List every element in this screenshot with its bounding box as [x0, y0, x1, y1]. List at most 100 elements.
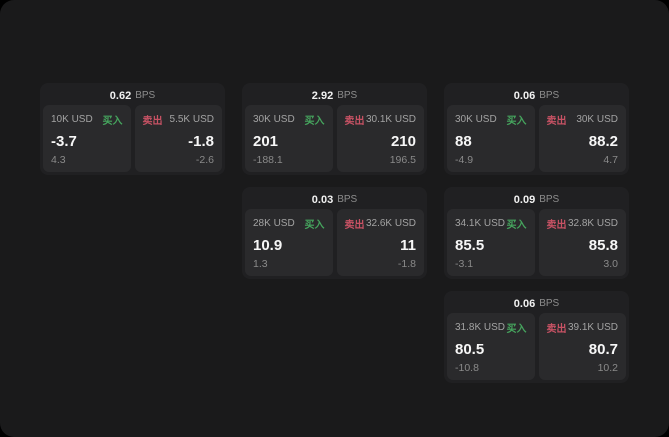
buy-tile-top-row: 34.1K USD 买入: [455, 216, 527, 231]
buy-quote-tile[interactable]: 30K USD 买入 201 -188.1: [245, 105, 333, 172]
sell-quote-tile[interactable]: 卖出 32.6K USD 11 -1.8: [336, 209, 424, 276]
quote-card: 0.06 BPS 30K USD 买入 88 -4.9 卖出 30K USD 8…: [444, 83, 629, 175]
buy-delta: -3.1: [455, 258, 474, 270]
buy-delta: 4.3: [51, 154, 66, 166]
sell-tile-top-row: 卖出 30K USD: [547, 112, 619, 127]
spread-header: 0.09 BPS: [447, 190, 626, 209]
buy-tile-top-row: 30K USD 买入: [253, 112, 325, 127]
sell-side-label: 卖出: [344, 116, 365, 127]
spread-value: 0.62: [109, 89, 132, 102]
buy-side-label: 买入: [102, 116, 123, 127]
sell-delta: 4.7: [603, 154, 618, 166]
sell-delta: 3.0: [603, 258, 618, 270]
sell-delta: -1.8: [397, 258, 416, 270]
buy-tile-top-row: 28K USD 买入: [253, 216, 325, 231]
quote-card: 2.92 BPS 30K USD 买入 201 -188.1 卖出 30.1K …: [242, 83, 427, 175]
buy-price: 88: [455, 132, 472, 150]
buy-side-label: 买入: [304, 116, 325, 127]
sell-price: 210: [390, 132, 416, 150]
spread-unit: BPS: [539, 298, 560, 309]
sell-side-label: 卖出: [142, 116, 163, 127]
spread-unit: BPS: [539, 90, 560, 101]
buy-delta: -188.1: [253, 154, 283, 166]
buy-tile-top-row: 30K USD 买入: [455, 112, 527, 127]
buy-amount: 31.8K USD: [455, 322, 506, 333]
sell-side-label: 卖出: [546, 220, 567, 231]
sell-quote-tile[interactable]: 卖出 30.1K USD 210 196.5: [336, 105, 424, 172]
sell-tile-top-row: 卖出 5.5K USD: [143, 112, 215, 127]
buy-delta: -4.9: [455, 154, 474, 166]
quote-panes: 31.8K USD 买入 80.5 -10.8 卖出 39.1K USD 80.…: [447, 313, 626, 380]
buy-price: 201: [253, 132, 279, 150]
spread-value: 0.09: [513, 193, 536, 206]
buy-amount: 28K USD: [253, 218, 295, 229]
quote-panes: 28K USD 买入 10.9 1.3 卖出 32.6K USD 11 -1.8: [245, 209, 424, 276]
buy-amount: 30K USD: [455, 114, 497, 125]
buy-price: 80.5: [455, 340, 485, 358]
buy-side-label: 买入: [304, 220, 325, 231]
sell-side-label: 卖出: [546, 116, 567, 127]
sell-delta: -2.6: [195, 154, 214, 166]
sell-amount: 5.5K USD: [169, 114, 214, 125]
buy-quote-tile[interactable]: 30K USD 买入 88 -4.9: [447, 105, 535, 172]
buy-amount: 30K USD: [253, 114, 295, 125]
sell-price: -1.8: [188, 132, 214, 150]
buy-tile-top-row: 10K USD 买入: [51, 112, 123, 127]
buy-delta: 1.3: [253, 258, 268, 270]
quote-card: 0.62 BPS 10K USD 买入 -3.7 4.3 卖出 5.5K USD…: [40, 83, 225, 175]
spread-value: 2.92: [311, 89, 334, 102]
buy-price: -3.7: [51, 132, 77, 150]
sell-price: 88.2: [588, 132, 618, 150]
sell-side-label: 卖出: [546, 324, 567, 335]
sell-quote-tile[interactable]: 卖出 39.1K USD 80.7 10.2: [538, 313, 626, 380]
sell-tile-top-row: 卖出 30.1K USD: [345, 112, 417, 127]
spread-value: 0.03: [311, 193, 334, 206]
quote-panes: 30K USD 买入 201 -188.1 卖出 30.1K USD 210 1…: [245, 105, 424, 172]
spread-header: 0.06 BPS: [447, 294, 626, 313]
sell-delta: 196.5: [389, 154, 416, 166]
spread-header: 0.62 BPS: [43, 86, 222, 105]
spread-header: 2.92 BPS: [245, 86, 424, 105]
quote-card: 0.09 BPS 34.1K USD 买入 85.5 -3.1 卖出 32.8K…: [444, 187, 629, 279]
sell-tile-top-row: 卖出 39.1K USD: [547, 320, 619, 335]
sell-amount: 32.6K USD: [365, 218, 416, 229]
sell-tile-top-row: 卖出 32.8K USD: [547, 216, 619, 231]
buy-price: 85.5: [455, 236, 485, 254]
buy-delta: -10.8: [455, 362, 479, 374]
sell-quote-tile[interactable]: 卖出 5.5K USD -1.8 -2.6: [134, 105, 222, 172]
sell-price: 11: [400, 236, 416, 254]
buy-price: 10.9: [253, 236, 283, 254]
buy-side-label: 买入: [506, 324, 527, 335]
sell-amount: 30K USD: [576, 114, 618, 125]
buy-quote-tile[interactable]: 31.8K USD 买入 80.5 -10.8: [447, 313, 535, 380]
sell-amount: 30.1K USD: [365, 114, 416, 125]
buy-side-label: 买入: [506, 116, 527, 127]
sell-price: 80.7: [588, 340, 618, 358]
spread-header: 0.06 BPS: [447, 86, 626, 105]
sell-price: 85.8: [588, 236, 618, 254]
buy-side-label: 买入: [506, 220, 527, 231]
sell-side-label: 卖出: [344, 220, 365, 231]
buy-quote-tile[interactable]: 28K USD 买入 10.9 1.3: [245, 209, 333, 276]
buy-quote-tile[interactable]: 10K USD 买入 -3.7 4.3: [43, 105, 131, 172]
spread-value: 0.06: [513, 89, 536, 102]
spread-value: 0.06: [513, 297, 536, 310]
spread-unit: BPS: [337, 194, 358, 205]
buy-amount: 34.1K USD: [455, 218, 506, 229]
sell-amount: 39.1K USD: [567, 322, 618, 333]
buy-amount: 10K USD: [51, 114, 93, 125]
buy-quote-tile[interactable]: 34.1K USD 买入 85.5 -3.1: [447, 209, 535, 276]
quote-panes: 34.1K USD 买入 85.5 -3.1 卖出 32.8K USD 85.8…: [447, 209, 626, 276]
spread-unit: BPS: [135, 90, 156, 101]
buy-tile-top-row: 31.8K USD 买入: [455, 320, 527, 335]
sell-quote-tile[interactable]: 卖出 32.8K USD 85.8 3.0: [538, 209, 626, 276]
spread-header: 0.03 BPS: [245, 190, 424, 209]
sell-delta: 10.2: [597, 362, 618, 374]
quote-card: 0.06 BPS 31.8K USD 买入 80.5 -10.8 卖出 39.1…: [444, 291, 629, 383]
sell-quote-tile[interactable]: 卖出 30K USD 88.2 4.7: [538, 105, 626, 172]
sell-amount: 32.8K USD: [567, 218, 618, 229]
quote-card: 0.03 BPS 28K USD 买入 10.9 1.3 卖出 32.6K US…: [242, 187, 427, 279]
spread-unit: BPS: [539, 194, 560, 205]
quote-cards-grid: 0.62 BPS 10K USD 买入 -3.7 4.3 卖出 5.5K USD…: [40, 83, 629, 383]
